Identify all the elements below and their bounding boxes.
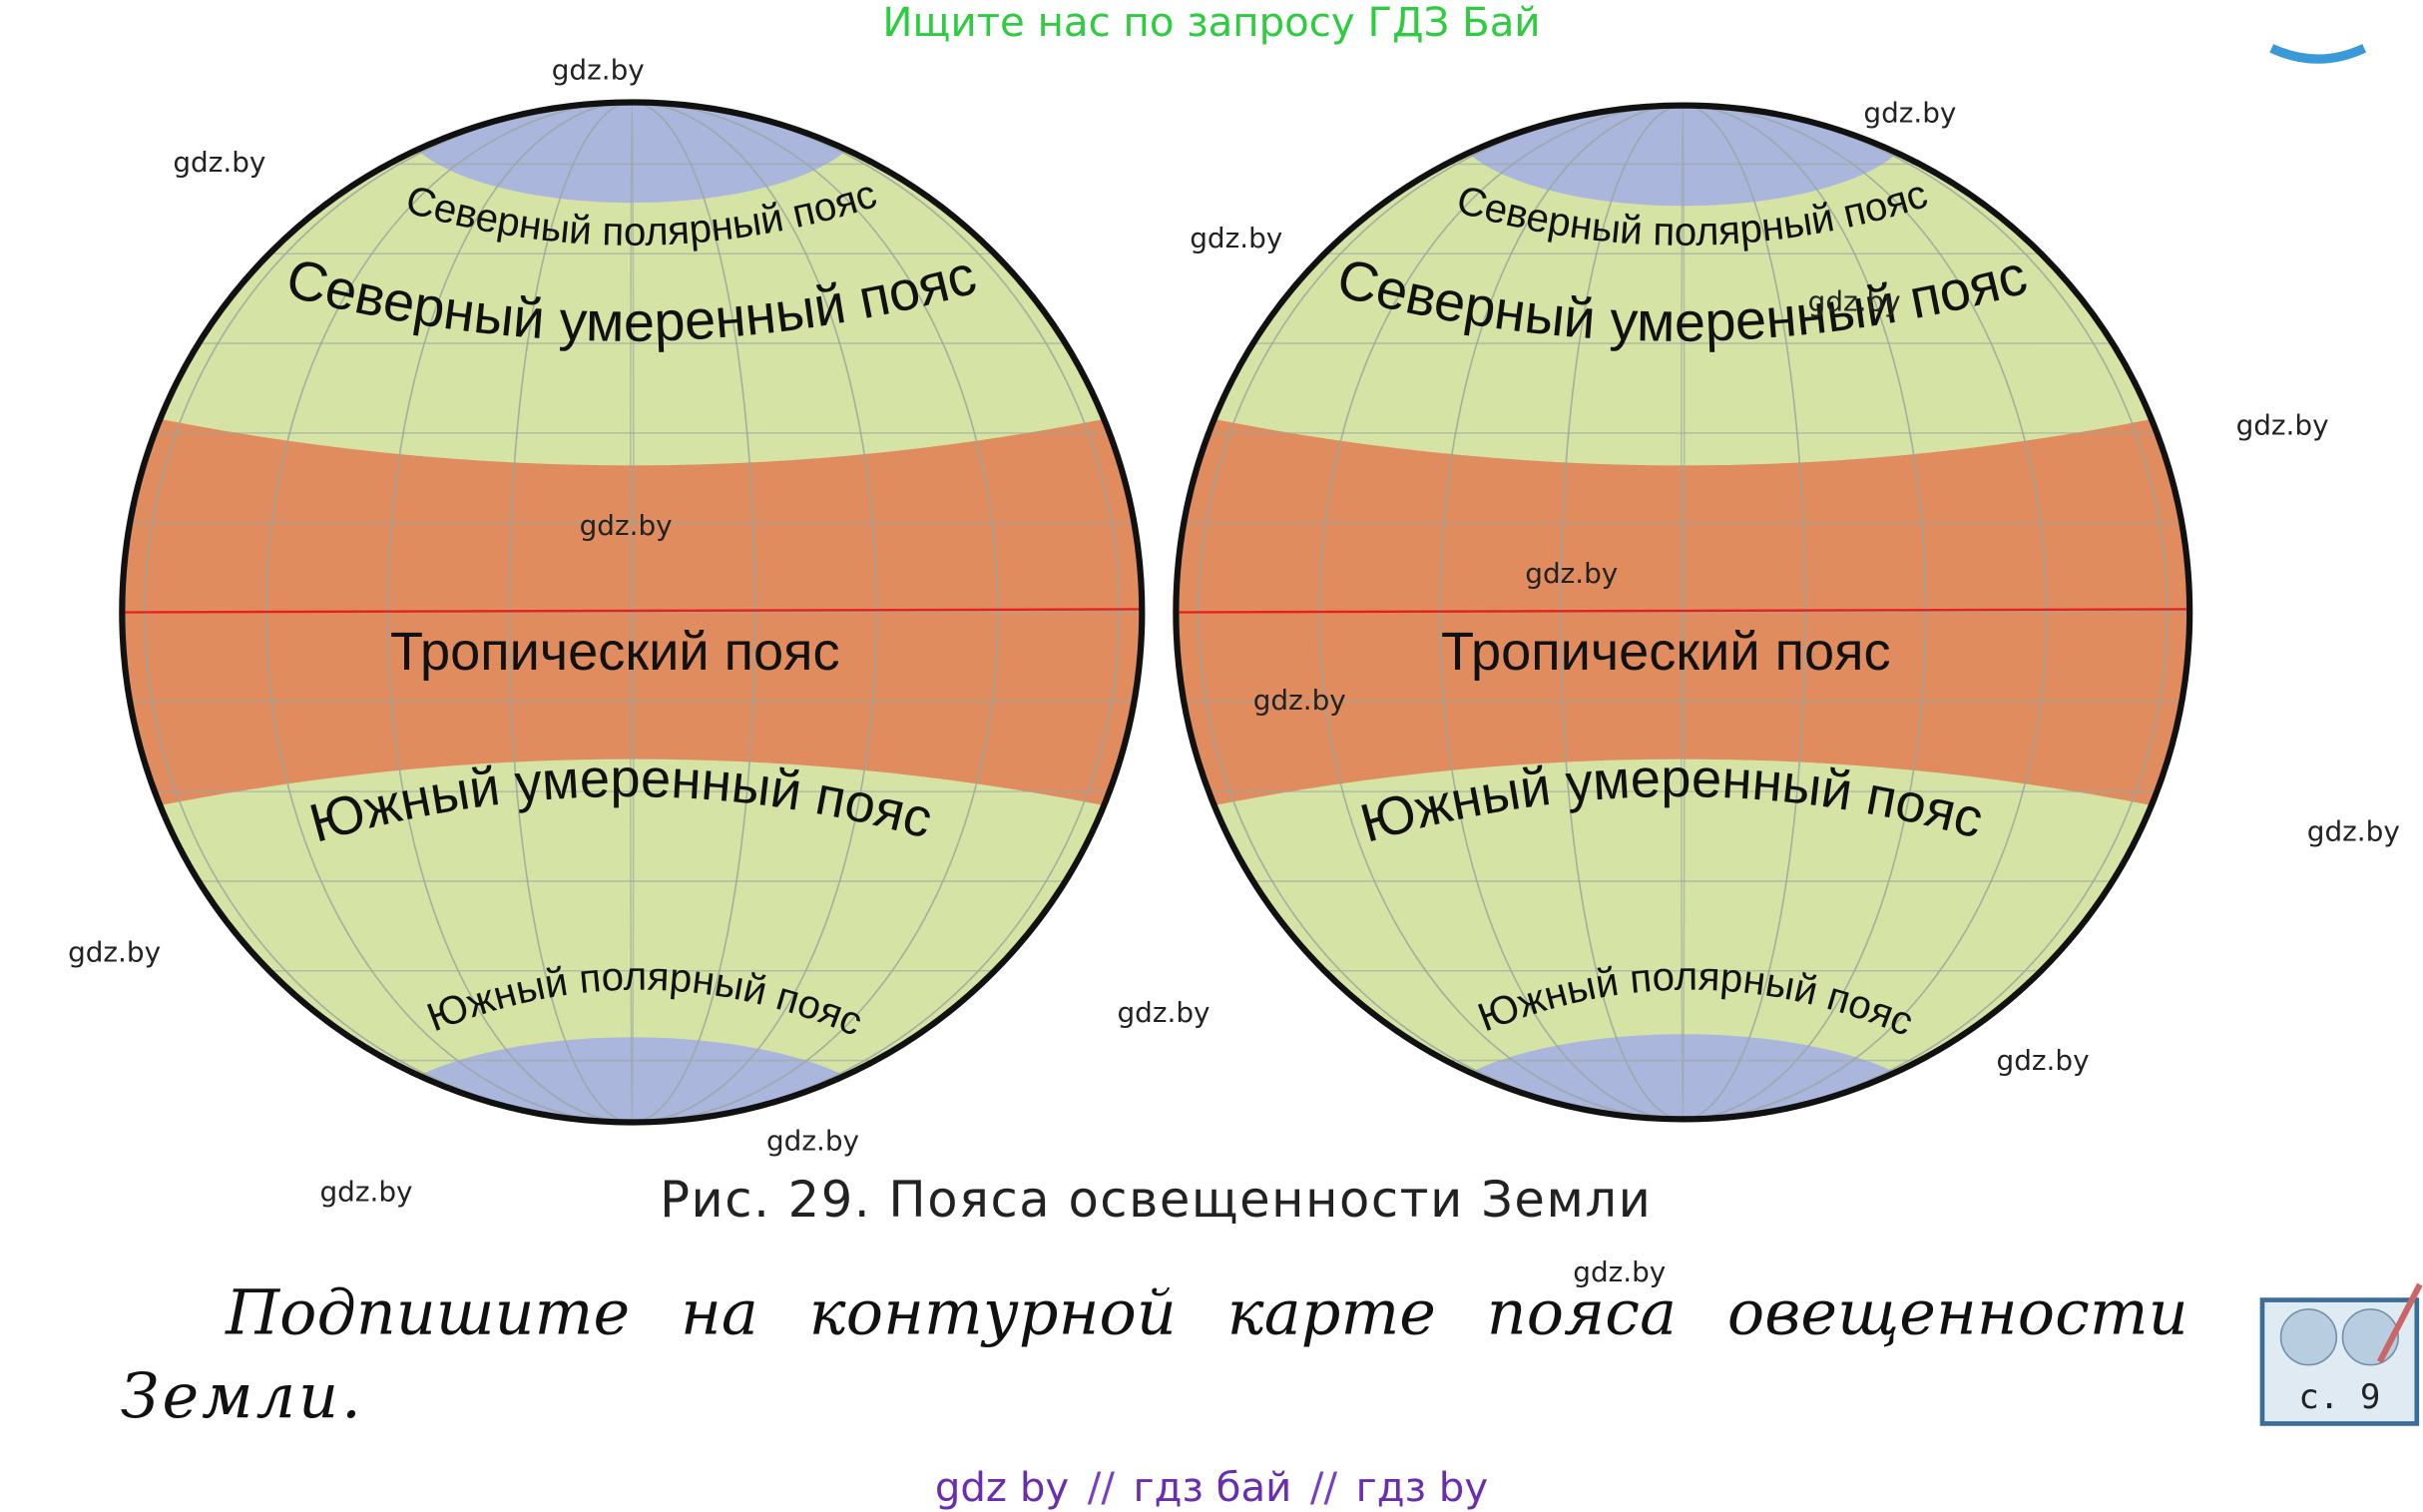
watermark: gdz.by [766,1124,859,1157]
watermark: gdz.by [1190,222,1282,254]
page-ref: с. 9 [2298,1377,2380,1417]
globe-fill [122,102,1143,1123]
equator [122,608,1143,614]
task-text: Подпишите на контурной карте пояса овеще… [225,1277,2191,1349]
zone-label: Тропический пояс [390,622,840,682]
watermark: gdz.by [1253,684,1346,717]
footer: gdz by // гдз бай // гдз by [935,1465,1488,1511]
watermark: gdz.by [319,1175,412,1208]
watermark: gdz.by [552,53,645,86]
footer-link: гдз бай [1134,1465,1292,1511]
watermark: gdz.by [2236,408,2329,441]
zone-label: Тропический пояс [1441,622,1891,682]
figure-caption: Рис. 29. Пояса освещенности Земли [660,1171,1652,1229]
footer-separator: // [1088,1465,1116,1511]
watermark: gdz.by [1117,996,1210,1029]
watermark: gdz.by [1997,1044,2090,1077]
watermark: gdz.by [1808,285,1901,318]
watermark: gdz.by [580,509,673,542]
footer-separator: // [1310,1465,1338,1511]
corner-decoration [2269,44,2367,64]
watermark: gdz.by [1525,557,1618,590]
watermark: gdz.by [68,935,161,968]
page-icon: с. 9 [2259,1282,2423,1426]
watermark: gdz.by [1573,1256,1666,1288]
watermark: gdz.by [1863,97,1956,130]
search-banner: Ищите нас по запросу ГДЗ Бай [882,0,1540,46]
watermark: gdz.by [2307,815,2400,848]
polar-cap [369,1037,895,1123]
footer-link: gdz by [935,1465,1069,1511]
footer-link: гдз by [1356,1465,1489,1511]
equator [1176,608,2190,614]
globe-outline [1173,102,2193,1123]
polar-cap [1420,1034,1946,1120]
task-text: Земли. [121,1360,364,1432]
globe-outline [119,99,1146,1126]
footer-bg [0,1454,2423,1511]
watermark: gdz.by [173,146,265,179]
